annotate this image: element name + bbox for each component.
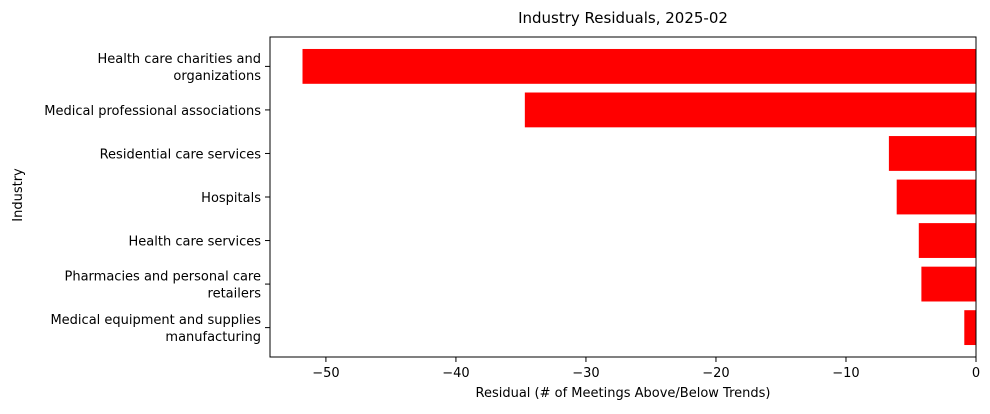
y-tick-label: Health care charities and organizations (97, 52, 261, 84)
bar (964, 310, 976, 346)
x-tick-label: −10 (832, 366, 859, 381)
y-tick-label: Residential care services (100, 147, 262, 162)
plot-frame (269, 36, 977, 358)
y-tick-label: Medical professional associations (44, 104, 261, 119)
y-tick-label: Hospitals (201, 191, 261, 206)
x-tick-label: 0 (972, 366, 980, 381)
bar (302, 48, 976, 84)
chart-title: Industry Residuals, 2025-02 (518, 9, 728, 27)
bar (888, 136, 976, 171)
x-axis-label: Residual (# of Meetings Above/Below Tren… (476, 386, 771, 401)
bar (921, 266, 976, 302)
bar (918, 223, 976, 258)
x-tick-label: −40 (442, 366, 469, 381)
axes-layer: −50 −40 −30 −20 −10 0 Health care charities an… (44, 36, 980, 381)
y-tick-label: Health care services (129, 235, 262, 250)
bar (896, 179, 976, 215)
x-tick-label: −50 (312, 366, 339, 381)
y-tick-label: Pharmacies and personal care retailers (65, 270, 262, 302)
y-tick-label: Medical equipment and supplies manufactur… (50, 313, 261, 345)
x-tick-label: −20 (702, 366, 729, 381)
bars-layer (302, 48, 976, 346)
x-tick-label: −30 (572, 366, 599, 381)
y-axis-label: Industry (11, 168, 26, 222)
bar (524, 92, 976, 128)
